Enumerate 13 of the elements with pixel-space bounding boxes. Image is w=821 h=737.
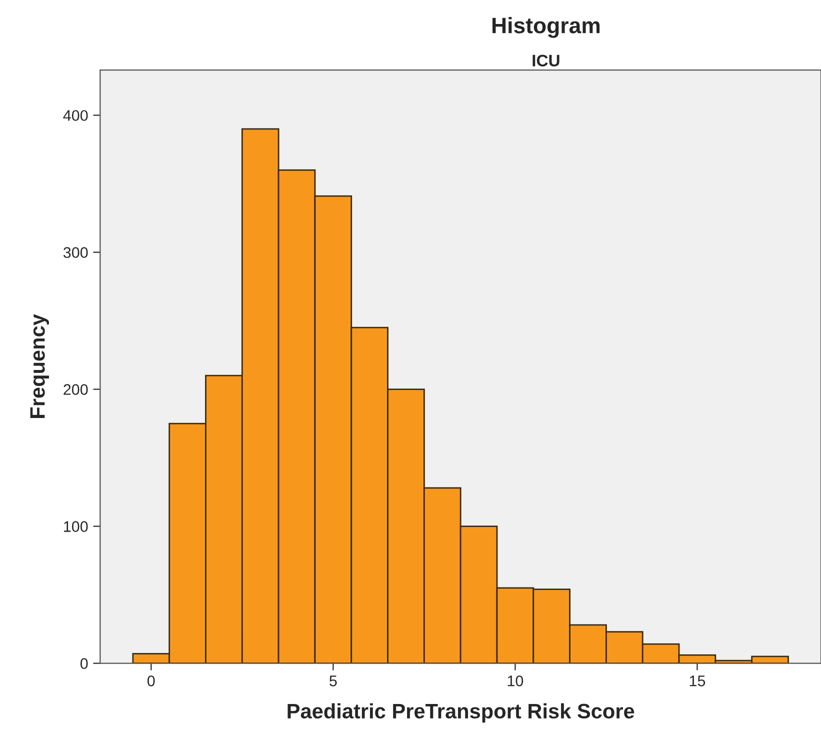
y-tick-label: 400: [63, 110, 88, 121]
y-tick-label: 100: [64, 521, 88, 532]
y-axis-title: Frequency: [30, 314, 49, 418]
y-tick-label: 200: [64, 384, 88, 395]
x-tick-label: 5: [330, 676, 337, 686]
x-tick-label: 15: [690, 676, 706, 686]
x-tick-label: 10: [508, 676, 524, 686]
chart-title: Histogram: [492, 17, 600, 38]
chart-subtitle: ICU: [532, 54, 560, 66]
x-axis-title: Paediatric PreTransport Risk Score: [288, 703, 634, 723]
x-tick-label: 0: [147, 676, 155, 686]
y-tick-label: 300: [63, 247, 88, 258]
y-tick-label: 0: [80, 658, 88, 669]
